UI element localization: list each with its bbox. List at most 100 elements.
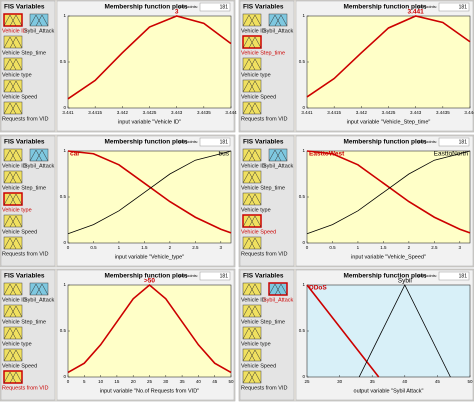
x-tick-label: 3.442 <box>356 110 368 115</box>
x-axis-label: input variable "Vehicle_Speed" <box>351 254 426 260</box>
plot-points-value: 181 <box>459 4 468 10</box>
variable-label: Requests from VID <box>241 385 287 391</box>
mf-label: 3 <box>175 9 179 16</box>
variable-icon-shape <box>29 283 49 296</box>
y-tick-label: 0 <box>302 374 305 379</box>
variable-label: Vehicle type <box>241 341 271 347</box>
x-tick-label: 3.444 <box>464 110 474 115</box>
x-tick-label: 3.4425 <box>143 110 157 115</box>
x-tick-label: 1 <box>357 245 360 250</box>
x-tick-label: 3.443 <box>410 110 422 115</box>
variable-label: Requests from VID <box>2 116 48 122</box>
fis-title: FIS Variables <box>243 273 284 280</box>
x-tick-label: 2 <box>408 245 411 250</box>
y-tick-label: 1 <box>63 13 66 18</box>
x-axis-label: output variable "Sybil Attack" <box>354 388 424 394</box>
plot-points-label: plot points: <box>418 139 437 144</box>
membership-curve <box>306 15 471 98</box>
variable-label: Requests from VID <box>241 116 287 122</box>
variable-icon-shape <box>242 193 262 206</box>
x-tick-label: 0.5 <box>90 245 97 250</box>
fis-title: FIS Variables <box>4 4 45 11</box>
variable-icon-shape <box>3 349 23 362</box>
variable-label: Vehicle Speed <box>2 229 37 235</box>
plot-points-box <box>199 137 231 147</box>
y-tick-label: 1 <box>63 148 66 153</box>
variable-icon-shape <box>3 80 23 93</box>
variable-icon-shape <box>242 283 262 296</box>
x-tick-label: 50 <box>467 379 473 384</box>
variable-label: Requests from VID <box>241 251 287 257</box>
y-tick-label: 0.5 <box>299 194 306 199</box>
mf-label: EasttoWest <box>309 151 345 158</box>
plot-title: Membership function plots <box>104 4 187 11</box>
y-tick-label: 0.5 <box>60 328 67 333</box>
x-axis-label: input variable "Vehicle_Step_time" <box>347 119 431 125</box>
variable-icon-shape <box>3 371 23 384</box>
plot-points-box <box>438 137 470 147</box>
plot-points-label: plot points: <box>179 4 198 9</box>
variable-icon-shape <box>3 327 23 340</box>
mf-label: DDoS <box>309 285 327 292</box>
variable-icon-shape <box>3 237 23 250</box>
x-axis-label: input variable "Vehicle_type" <box>115 254 184 260</box>
plot-area <box>67 150 232 244</box>
x-tick-label: 0 <box>67 245 70 250</box>
variable-label: Vehicle Step_time <box>2 50 46 56</box>
plot-points-value: 181 <box>220 4 229 10</box>
variable-label: Vehicle Speed <box>241 229 276 235</box>
x-tick-label: 3.444 <box>225 110 237 115</box>
plot-points-value: 181 <box>459 139 468 145</box>
variable-label: Vehicle ID <box>241 28 266 34</box>
y-tick-label: 0.5 <box>60 194 67 199</box>
variable-icon-shape <box>3 171 23 184</box>
y-tick-label: 0.5 <box>60 59 67 64</box>
mf-label: Sybil <box>398 278 413 285</box>
variable-label: Sybil_Attack <box>24 163 55 169</box>
variable-icon-shape <box>242 237 262 250</box>
x-tick-label: 0 <box>306 245 309 250</box>
plot-title: Membership function plots <box>343 4 426 11</box>
plot-points-value: 181 <box>459 273 468 279</box>
x-tick-label: 35 <box>370 379 376 384</box>
y-tick-label: 0.5 <box>299 328 306 333</box>
variable-icon-shape <box>3 193 23 206</box>
variable-label: Vehicle Speed <box>241 363 276 369</box>
mf-label: >50 <box>144 278 155 285</box>
plot-points-label: plot points: <box>179 139 198 144</box>
x-axis-label: input variable "No.of Requests from VID" <box>100 388 199 394</box>
x-axis-label: input variable "Vehicle ID" <box>118 119 181 125</box>
fis-title: FIS Variables <box>243 4 284 11</box>
variable-label: Vehicle type <box>241 72 271 78</box>
x-tick-label: 3 <box>459 245 462 250</box>
variable-icon-shape <box>3 305 23 318</box>
variable-label: Vehicle type <box>241 207 271 213</box>
variable-label: Requests from VID <box>2 385 48 391</box>
plot-title: Membership function plots <box>104 139 187 146</box>
plot-area <box>67 284 232 378</box>
variable-label: Vehicle type <box>2 207 32 213</box>
y-tick-label: 0 <box>63 374 66 379</box>
plot-points-box <box>199 271 231 281</box>
y-tick-label: 1 <box>302 282 305 287</box>
membership-curve <box>358 284 451 378</box>
y-tick-label: 0 <box>63 105 66 110</box>
plot-points-box <box>438 2 470 12</box>
membership-curve <box>67 15 232 100</box>
variable-icon-shape <box>242 327 262 340</box>
variable-icon-shape <box>242 102 262 115</box>
variable-icon-shape <box>242 171 262 184</box>
variable-icon-shape <box>242 215 262 228</box>
membership-curve <box>67 283 232 374</box>
plot-title: Membership function plots <box>343 273 426 280</box>
x-tick-label: 3.4425 <box>382 110 396 115</box>
variable-icon-shape <box>242 36 262 49</box>
x-tick-label: 30 <box>337 379 343 384</box>
x-tick-label: 3.442 <box>117 110 129 115</box>
fis-title: FIS Variables <box>243 139 284 146</box>
variable-label: Vehicle Step_time <box>241 50 285 56</box>
